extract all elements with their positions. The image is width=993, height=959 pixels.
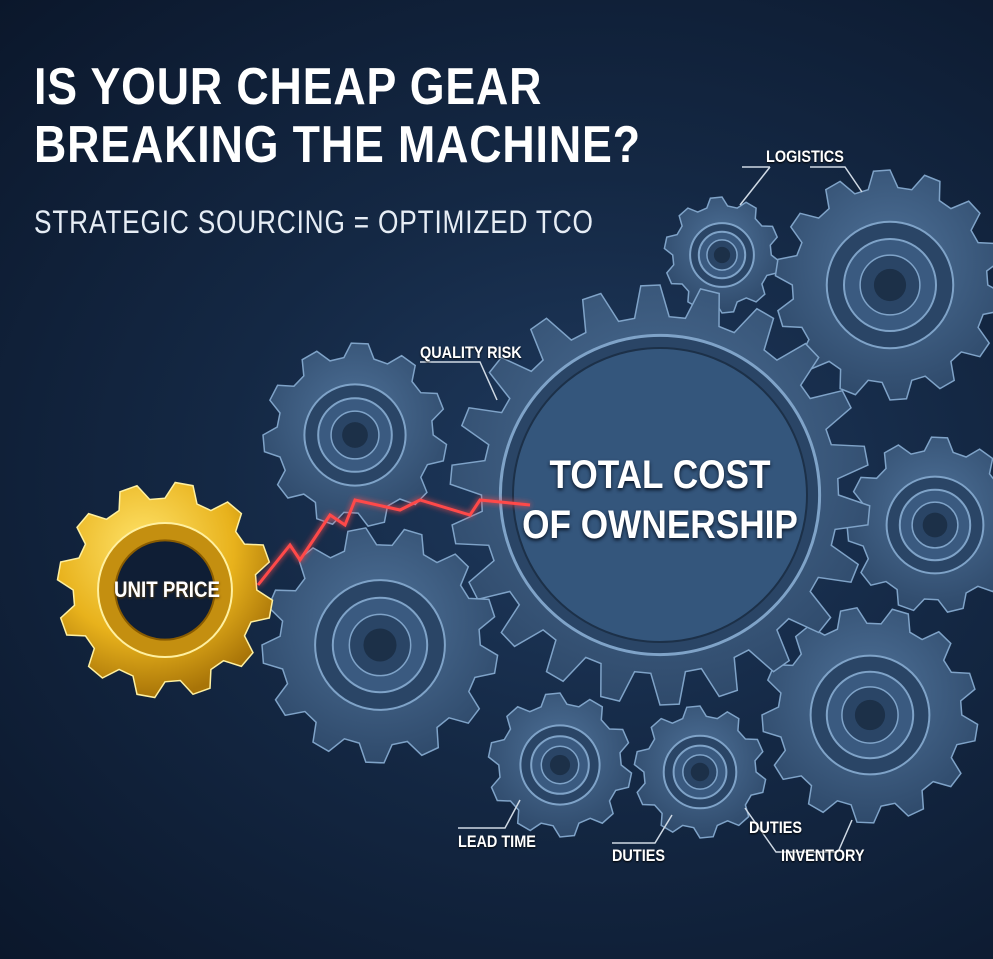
leader-line-lead-time xyxy=(458,799,521,829)
label-duties-2: DUTIES xyxy=(749,818,802,837)
unit-price-label: UNIT PRICE xyxy=(114,577,220,602)
headline-line-1: IS YOUR CHEAP GEAR xyxy=(34,58,543,116)
label-duties-1: DUTIES xyxy=(612,846,665,865)
headline-line-2: BREAKING THE MACHINE? xyxy=(34,116,641,174)
gear-lead-time xyxy=(487,692,633,838)
headline: IS YOUR CHEAP GEAR BREAKING THE MACHINE? xyxy=(34,58,641,174)
leader-line-quality-risk xyxy=(420,361,498,401)
gear-duties xyxy=(633,705,767,839)
label-logistics: LOGISTICS xyxy=(766,147,844,166)
tco-line-2: OF OWNERSHIP xyxy=(522,503,798,547)
label-lead-time: LEAD TIME xyxy=(458,832,536,851)
tco-label: TOTAL COST OF OWNERSHIP xyxy=(519,450,801,550)
gear-tco xyxy=(449,284,871,706)
leader-line-duties-1 xyxy=(612,814,673,844)
gear-logistics-large xyxy=(774,169,993,401)
label-quality-risk: QUALITY RISK xyxy=(420,343,522,362)
gear-inventory xyxy=(761,606,979,824)
leader-line-inventory xyxy=(744,807,853,853)
leader-line-logistics xyxy=(739,166,771,206)
leader-line-logistics-2 xyxy=(810,166,863,193)
gear-lower-left xyxy=(261,527,499,764)
gear-unit-price xyxy=(56,481,274,699)
crack-lightning xyxy=(256,498,531,586)
gear-logistics-small xyxy=(663,196,781,314)
tco-line-1: TOTAL COST xyxy=(549,453,771,497)
label-inventory: INVENTORY xyxy=(781,846,865,865)
gear-quality-risk xyxy=(262,342,448,527)
subtitle: STRATEGIC SOURCING = OPTIMIZED TCO xyxy=(34,204,594,240)
gear-right-mid xyxy=(846,436,993,613)
